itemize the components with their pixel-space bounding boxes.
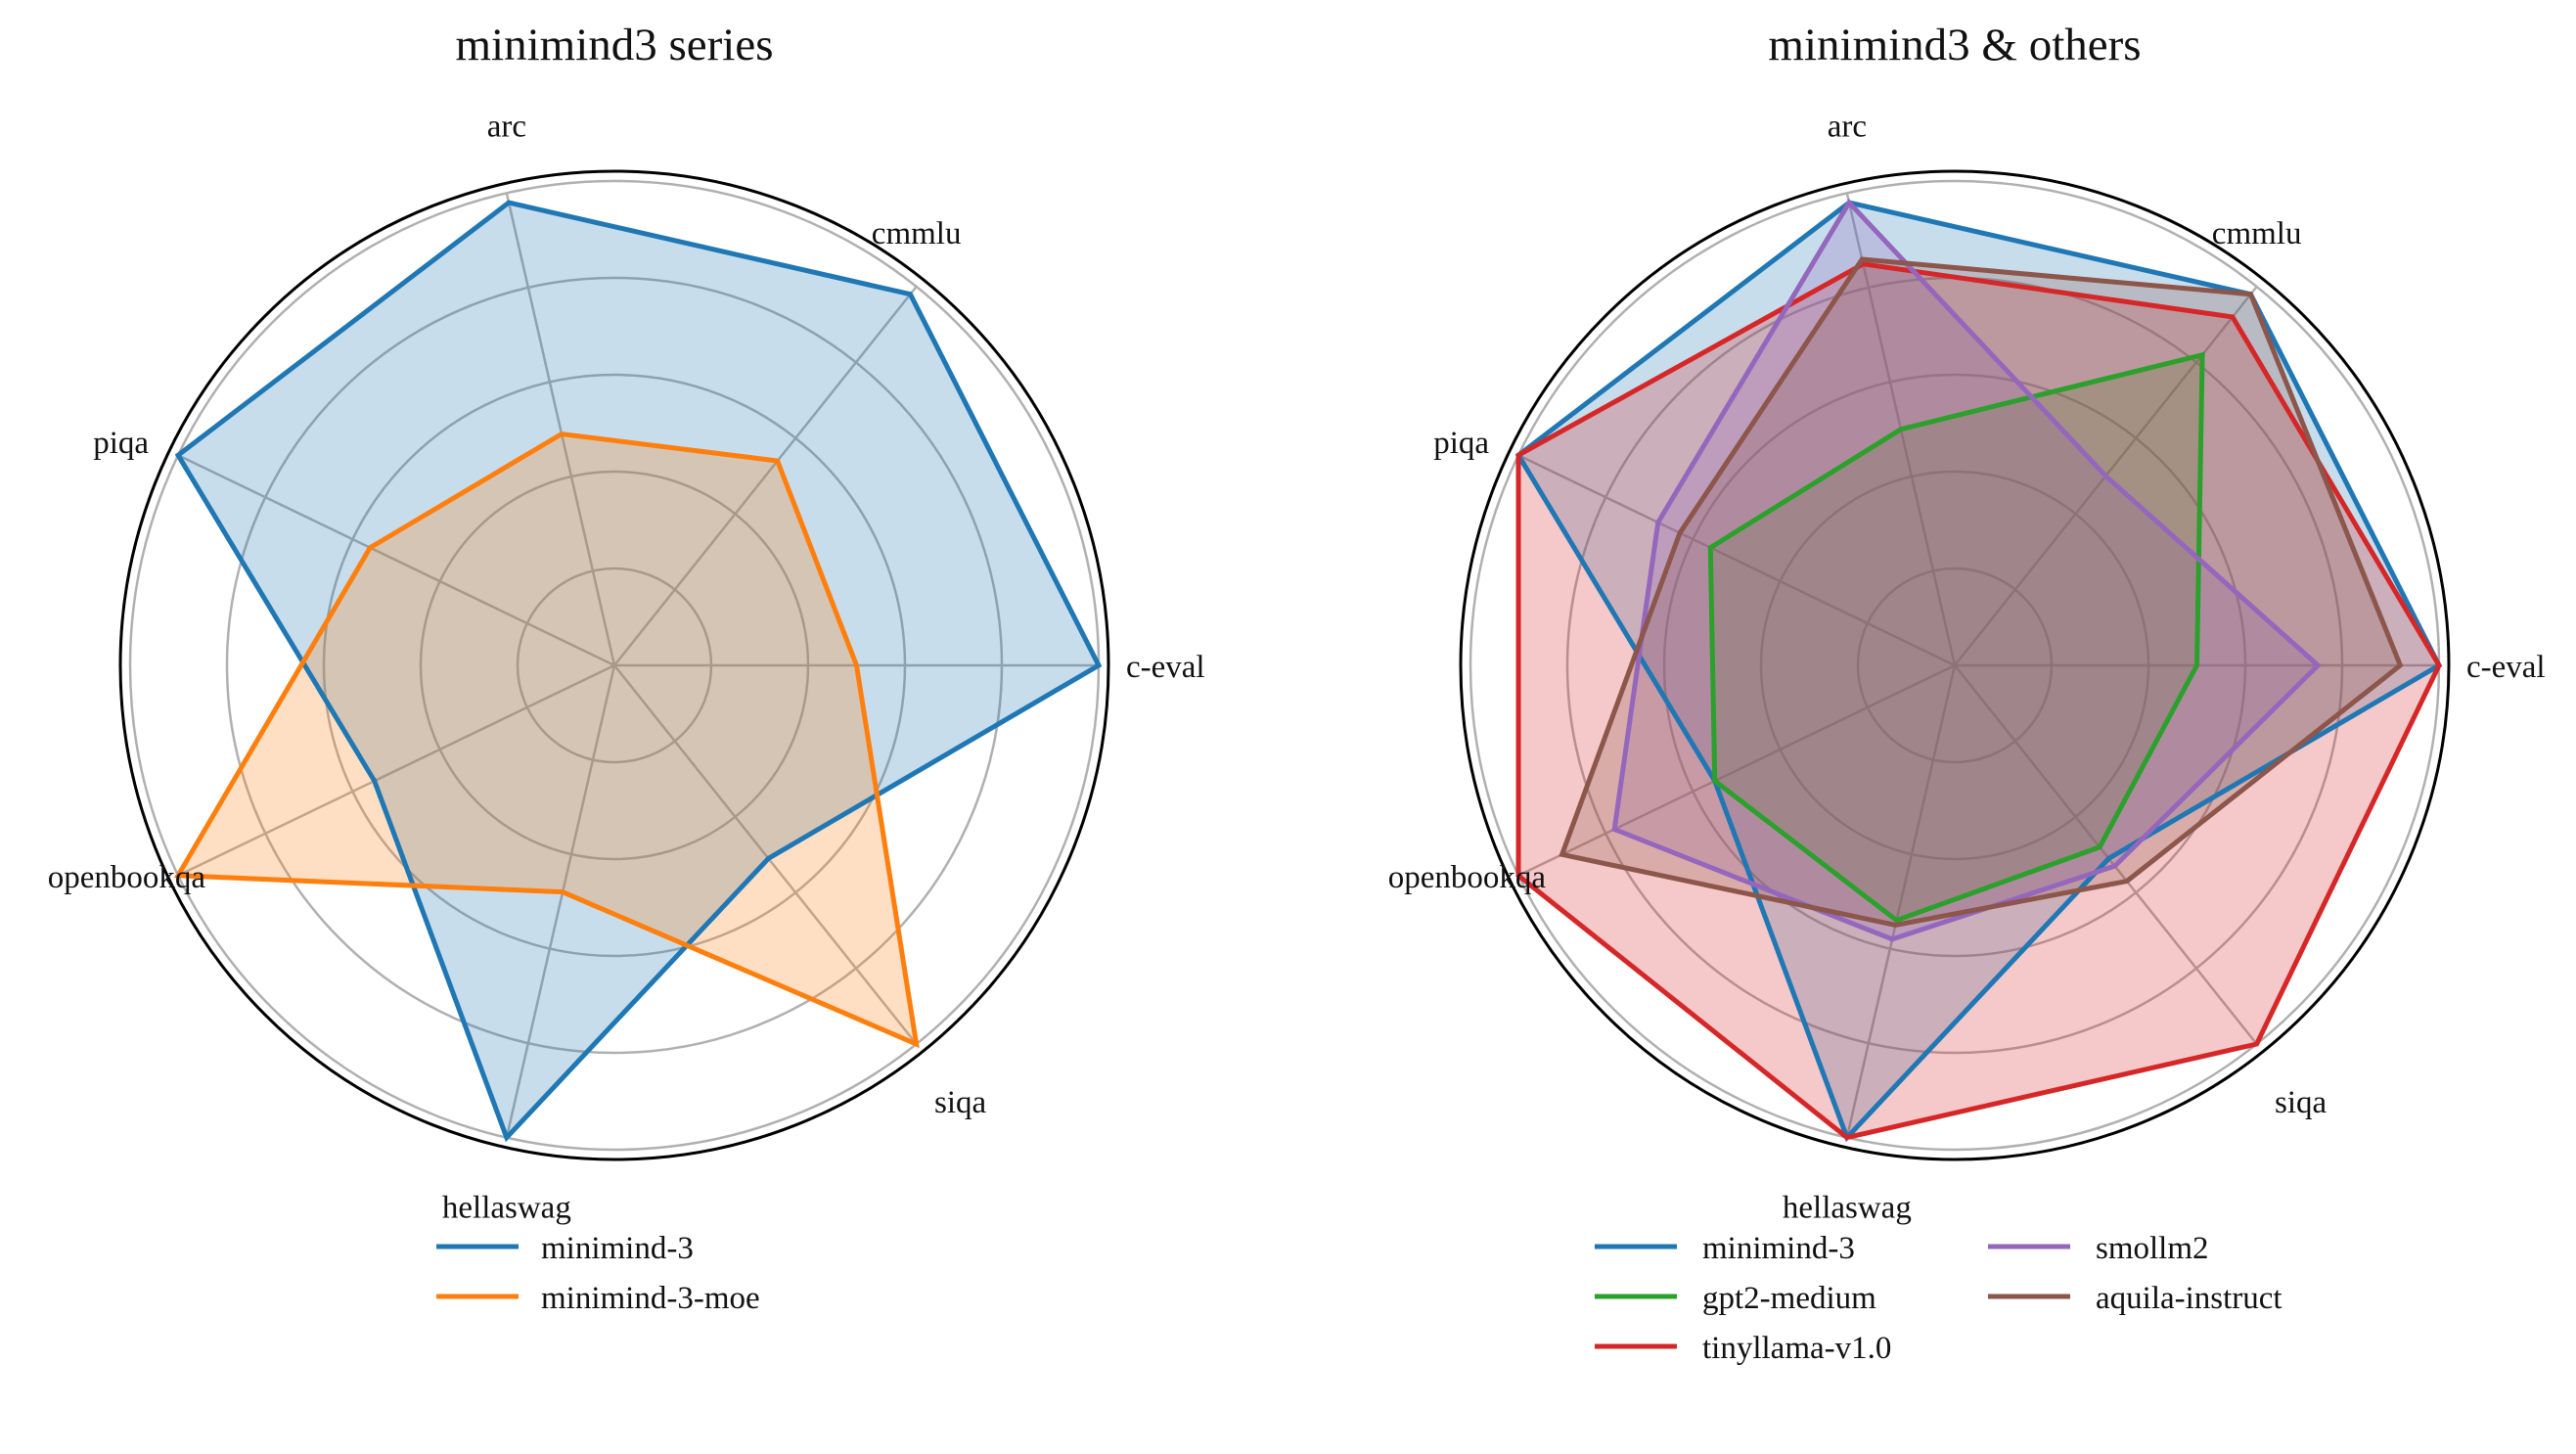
legend-label: minimind-3 xyxy=(1702,1231,1855,1266)
legend-item: minimind-3-moe xyxy=(436,1281,760,1316)
chart-title-left: minimind3 series xyxy=(455,20,773,70)
axis-label-siqa: siqa xyxy=(2275,1085,2327,1120)
legend-label: aquila-instruct xyxy=(2096,1281,2282,1316)
legend-right: minimind-3 gpt2-medium tinyllama-v1.0 sm… xyxy=(1595,1231,2282,1366)
legend-label: tinyllama-v1.0 xyxy=(1702,1331,1891,1366)
legend-label: smollm2 xyxy=(2096,1231,2209,1266)
radar-series-right xyxy=(1518,203,2439,1138)
legend-item: minimind-3 xyxy=(1595,1231,1855,1266)
axis-label-hellaswag: hellaswag xyxy=(1783,1191,1912,1226)
axis-label-openbookqa: openbookqa xyxy=(1388,860,1547,895)
axis-label-arc: arc xyxy=(487,109,526,144)
legend-item: smollm2 xyxy=(1988,1231,2209,1266)
radar-chart-left: minimind3 series c-eval cmmlu arc piqa o… xyxy=(48,20,1205,1316)
legend-item: gpt2-medium xyxy=(1595,1281,1876,1316)
legend-label: minimind-3 xyxy=(541,1231,694,1266)
legend-label: gpt2-medium xyxy=(1702,1281,1876,1316)
radar-series-left xyxy=(178,203,1099,1138)
legend-left: minimind-3 minimind-3-moe xyxy=(436,1231,760,1316)
axis-label-cmmlu: cmmlu xyxy=(872,216,962,251)
axis-label-piqa: piqa xyxy=(1433,426,1489,461)
axis-label-piqa: piqa xyxy=(93,426,149,461)
legend-item: aquila-instruct xyxy=(1988,1281,2282,1316)
radar-chart-right: minimind3 & others c-eval cmmlu arc piqa… xyxy=(1388,20,2546,1366)
axis-label-c-eval: c-eval xyxy=(1126,650,1205,685)
axis-label-openbookqa: openbookqa xyxy=(48,860,206,895)
legend-item: tinyllama-v1.0 xyxy=(1595,1331,1891,1366)
legend-item: minimind-3 xyxy=(436,1231,694,1266)
chart-title-right: minimind3 & others xyxy=(1768,20,2141,70)
axis-label-cmmlu: cmmlu xyxy=(2212,216,2302,251)
legend-label: minimind-3-moe xyxy=(541,1281,760,1316)
axis-label-arc: arc xyxy=(1828,109,1867,144)
axis-label-siqa: siqa xyxy=(934,1085,987,1120)
axis-label-c-eval: c-eval xyxy=(2466,650,2546,685)
axis-label-hellaswag: hellaswag xyxy=(442,1191,571,1226)
